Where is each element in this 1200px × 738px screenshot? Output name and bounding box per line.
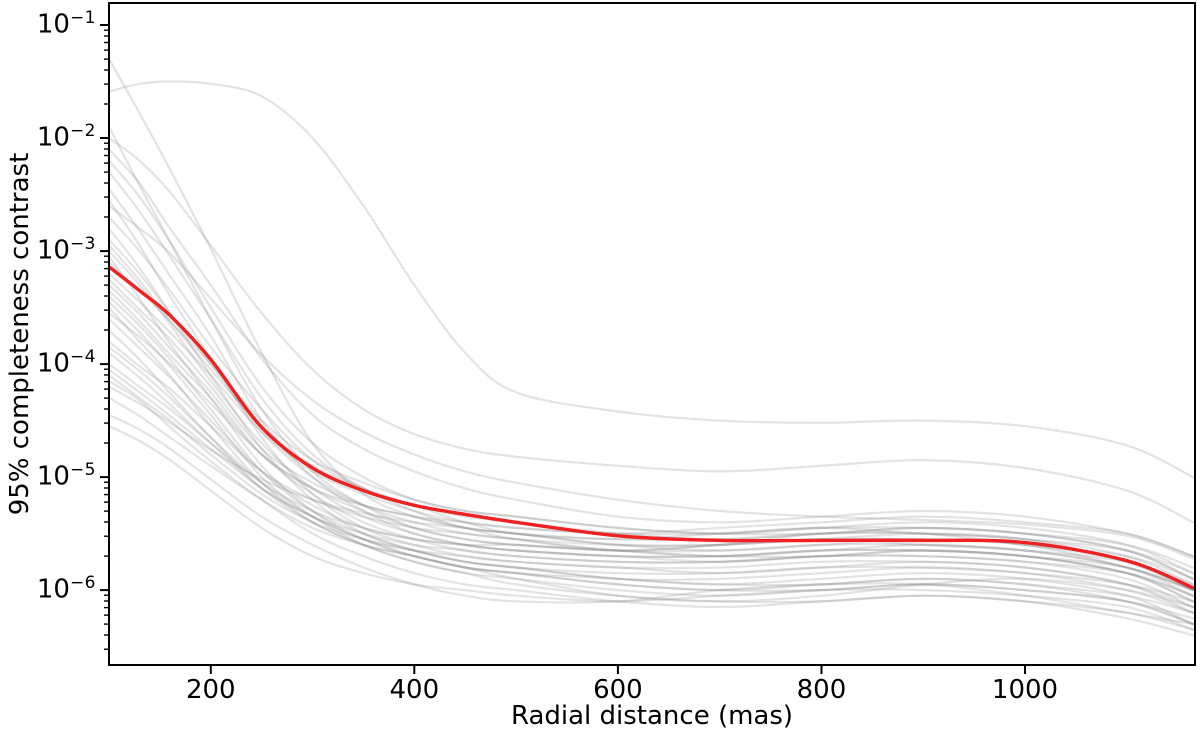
gray-contrast-curve [109,425,1195,631]
curves-layer [109,57,1195,637]
gray-contrast-curve [109,346,1195,609]
axes-spines [108,2,1196,666]
y-tick-label: 10−1 [36,8,96,40]
gray-contrast-curve [109,204,1195,560]
gray-contrast-curve [109,238,1195,597]
median-contrast-curve [109,265,1195,590]
gray-contrast-curve [109,136,1195,524]
gray-contrast-curve [109,363,1195,592]
gray-contrast-curve [109,306,1195,620]
y-tick-label: 10−4 [36,347,96,379]
gray-contrast-curve [109,351,1195,609]
y-tick-label: 10−3 [36,234,96,266]
gray-contrast-curve [109,379,1195,631]
gray-contrast-curve [109,187,1195,603]
gray-contrast-curve [109,295,1195,614]
x-axis-title: Radial distance (mas) [510,701,794,731]
x-tick-label: 600 [593,675,643,705]
gray-contrast-curve [109,312,1195,592]
gray-contrast-curve [109,227,1195,626]
x-tick-label: 400 [389,675,440,705]
gray-contrast-curve [109,125,1195,586]
gray-contrast-curve [109,300,1195,637]
x-tick-label: 800 [796,675,847,705]
gray-contrast-curve [109,289,1195,558]
gray-contrast-curve [109,385,1195,586]
gray-contrast-curve [109,170,1195,592]
gray-contrast-curve [109,250,1195,603]
gray-contrast-curve [109,329,1195,614]
x-tick-label: 1000 [991,675,1059,705]
x-tick-label: 200 [185,675,236,705]
y-tick-label: 10−2 [36,121,96,153]
gray-contrast-curve [109,396,1195,626]
y-tick-label: 10−6 [36,573,96,605]
gray-contrast-curve [109,80,1195,479]
gray-contrast-curve [109,261,1195,569]
gray-contrast-curve [109,255,1195,626]
gray-contrast-curve [109,159,1195,575]
gray-contrast-curve [109,374,1195,603]
gray-contrast-curve [109,148,1195,558]
gray-contrast-curve [109,413,1195,626]
gray-contrast-curve [109,317,1195,597]
gray-contrast-curve [109,272,1195,580]
gray-contrast-curve [109,368,1195,597]
gray-contrast-curve [109,244,1195,575]
y-tick-label: 10−5 [36,460,96,492]
gray-contrast-curve [109,283,1195,609]
